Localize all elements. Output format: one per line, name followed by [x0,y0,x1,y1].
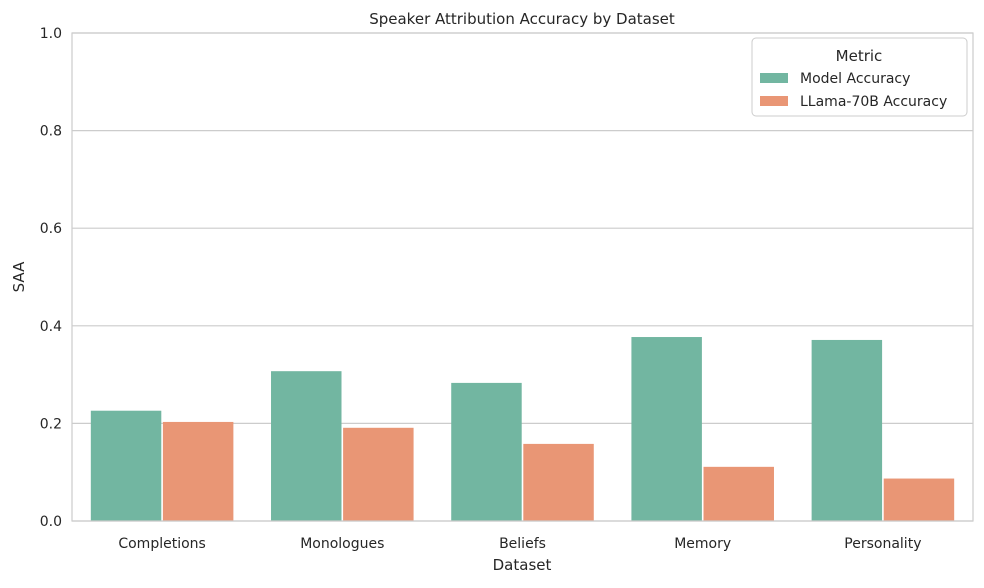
chart-title: Speaker Attribution Accuracy by Dataset [369,10,675,28]
y-tick-label: 0.8 [40,124,62,140]
y-tick-label: 0.2 [40,416,62,432]
bar-model-accuracy-personality [811,339,883,521]
legend: Metric Model Accuracy LLama-70B Accuracy [751,37,968,117]
x-tick-label: Monologues [300,536,384,552]
bar-llama-accuracy-personality [883,478,955,521]
bars [90,337,955,521]
bar-llama-accuracy-beliefs [523,443,594,521]
x-tick-label: Completions [118,536,205,552]
bar-model-accuracy-completions [90,410,162,521]
y-tick-label: 0.0 [40,514,62,530]
legend-label-llama-accuracy: LLama-70B Accuracy [800,94,947,110]
bar-llama-accuracy-completions [162,421,234,521]
bar-model-accuracy-beliefs [451,382,522,521]
x-tick-label: Personality [844,536,921,552]
x-axis-label: Dataset [493,556,552,574]
legend-label-model-accuracy: Model Accuracy [800,71,910,87]
y-axis-label: SAA [10,261,28,292]
legend-box [751,37,968,117]
legend-swatch-model-accuracy [760,73,788,83]
x-tick-label: Beliefs [499,536,546,552]
bar-model-accuracy-monologues [271,371,342,521]
legend-swatch-llama-accuracy [760,96,788,106]
bar-llama-accuracy-monologues [343,427,414,521]
y-tick-labels: 0.0 0.2 0.4 0.6 0.8 1.0 [40,26,62,530]
legend-title: Metric [836,47,883,65]
x-tick-labels: Completions Monologues Beliefs Memory Person… [118,536,921,552]
y-tick-label: 0.6 [40,221,62,237]
y-tick-label: 0.4 [40,319,62,335]
plot-frame [71,32,974,522]
bar-model-accuracy-memory [631,337,702,521]
bar-llama-accuracy-memory [703,466,774,521]
x-tick-label: Memory [674,536,731,552]
y-tick-label: 1.0 [40,26,62,42]
